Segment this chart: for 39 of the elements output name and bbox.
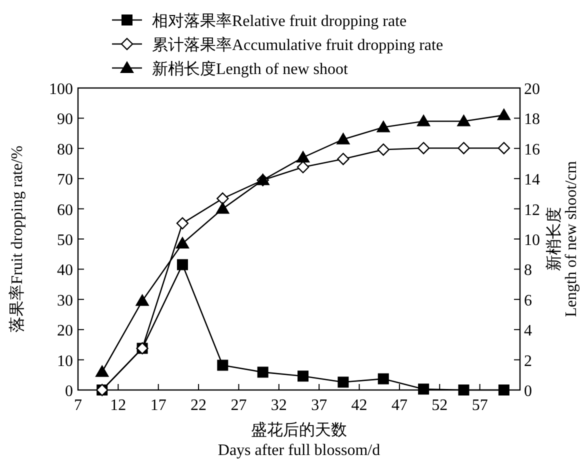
- x-tick-label: 52: [432, 397, 448, 414]
- y2-tick-label: 16: [524, 141, 540, 158]
- legend-label: 相对落果率Relative fruit dropping rate: [152, 12, 407, 30]
- y-tick-label: 20: [57, 322, 73, 340]
- x-tick-label: 27: [230, 397, 247, 414]
- y2-axis-title: 新梢长度 Length of new shoot/cm: [545, 160, 580, 317]
- y2-tick-label: 4: [524, 322, 532, 340]
- y-tick-label: 70: [57, 172, 73, 189]
- y-tick-label: 100: [49, 81, 73, 98]
- y-tick-label: 50: [57, 232, 73, 249]
- x-tick-label: 12: [110, 397, 126, 414]
- y2-tick-label: 12: [524, 202, 540, 219]
- x-tick-label: 37: [311, 397, 328, 414]
- legend-label: 新梢长度Length of new shoot: [152, 60, 349, 78]
- x-tick-label: 22: [190, 397, 207, 414]
- y2-tick-label: 18: [524, 111, 540, 128]
- y2-tick-label: 2: [524, 352, 532, 370]
- y2-tick-label: 6: [524, 292, 532, 310]
- x-axis-title: 盛花后的天数 Days after full blossom/d: [218, 421, 380, 459]
- x-tick-label: 42: [351, 397, 368, 414]
- y-tick-label: 40: [57, 262, 73, 280]
- y-tick-label: 10: [57, 352, 73, 370]
- y2-tick-label: 0: [524, 383, 532, 400]
- x-tick-label: 47: [391, 397, 408, 414]
- x-tick-label: 32: [270, 397, 287, 414]
- x-tick-label: 17: [150, 397, 166, 414]
- y-tick-label: 30: [57, 292, 73, 310]
- y2-tick-label: 20: [524, 81, 540, 98]
- y2-tick-label: 8: [524, 262, 532, 280]
- y-tick-label: 60: [57, 202, 73, 219]
- y2-tick-label: 10: [524, 232, 540, 249]
- x-tick-label: 7: [74, 397, 82, 414]
- y2-tick-label: 14: [524, 172, 540, 189]
- y-axis-title: 落果率Fruit dropping rate/%: [8, 146, 26, 332]
- y-tick-label: 90: [57, 111, 73, 128]
- y-tick-label: 0: [65, 383, 73, 400]
- y-tick-label: 80: [57, 141, 73, 158]
- x-tick-label: 57: [472, 397, 488, 414]
- legend-label: 累计落果率Accumulative fruit dropping rate: [152, 36, 444, 54]
